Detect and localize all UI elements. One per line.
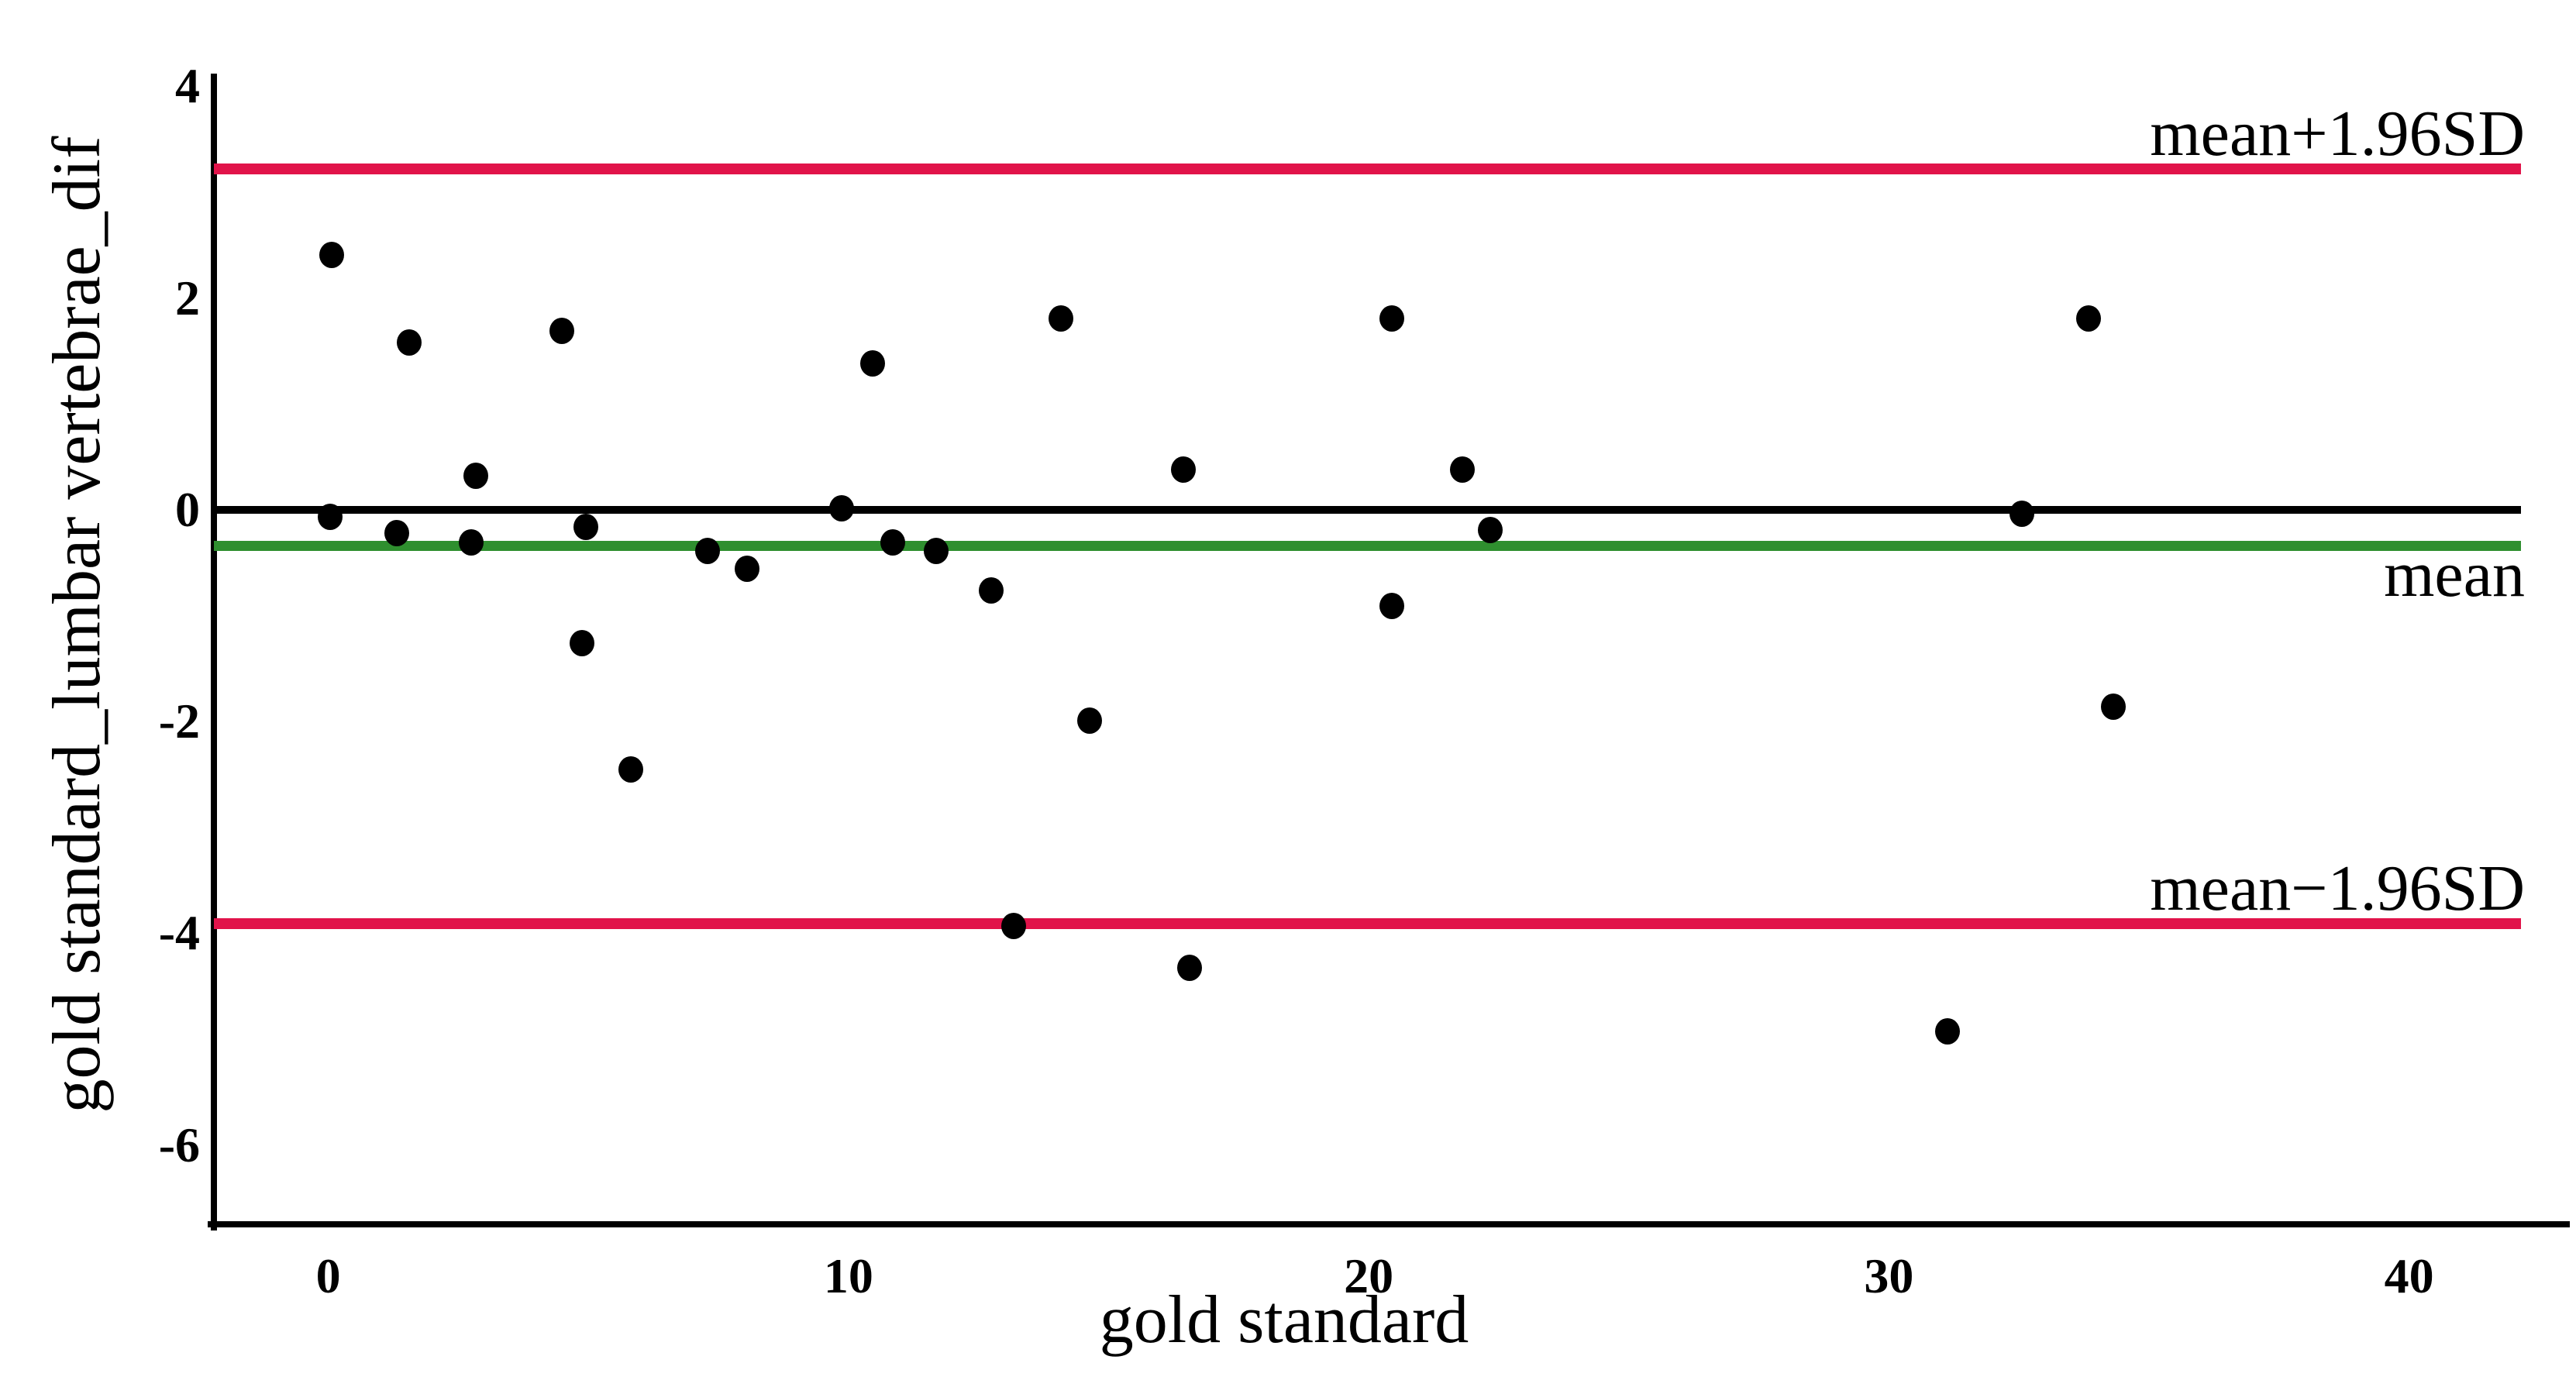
data-point [459,529,484,556]
data-point [396,329,422,356]
data-point [1177,955,1203,982]
data-point [1450,456,1475,483]
y-tick-label--2: -2 [158,694,200,749]
data-point [735,556,760,583]
zero-line [214,505,2521,514]
data-point [384,519,410,546]
x-axis-title: gold standard [1099,1282,1469,1358]
data-point [1077,707,1103,734]
upper-loa-line [214,163,2521,174]
data-point [1379,305,1405,332]
data-point [829,495,855,522]
y-axis-line [211,74,217,1231]
data-point [2076,305,2102,332]
data-point [2101,693,2127,720]
x-tick-label-30: 30 [1864,1248,1914,1303]
x-axis-line [208,1221,2570,1227]
y-tick-label--4: -4 [158,905,200,961]
plot-area: mean+1.96SD mean mean−1.96SD [208,74,2570,1231]
x-tick-label-0: 0 [315,1248,341,1303]
mean-line-label: mean [2384,539,2525,611]
mean-line [214,540,2521,551]
data-point [463,463,488,490]
upper-loa-line-label: mean+1.96SD [2150,97,2525,170]
y-tick-label--6: -6 [158,1117,200,1172]
x-tick-label-20: 20 [1344,1248,1394,1303]
data-point [1379,593,1405,620]
data-point [570,629,595,656]
data-point [859,350,885,377]
data-point [695,538,721,565]
y-tick-label-0: 0 [175,481,200,537]
x-tick-label-40: 40 [2384,1248,2434,1303]
data-point [319,241,344,268]
data-point [317,504,343,531]
data-point [549,317,575,344]
data-point [923,538,949,565]
data-point [978,577,1004,604]
data-point [1934,1018,1960,1045]
y-tick-label-4: 4 [175,58,200,114]
x-tick-label-10: 10 [823,1248,873,1303]
data-point [1001,912,1027,939]
data-point [618,756,644,783]
lower-loa-line-label: mean−1.96SD [2150,852,2525,924]
lower-loa-line [214,918,2521,929]
data-point [573,513,598,540]
data-point [880,529,905,556]
data-point [1478,516,1503,543]
data-point [1049,305,1074,332]
data-point [1171,456,1197,483]
data-point [2009,501,2034,528]
y-tick-label-2: 2 [175,270,200,325]
y-axis-title: gold standard_lumbar vertebrae_dif [40,136,115,1113]
